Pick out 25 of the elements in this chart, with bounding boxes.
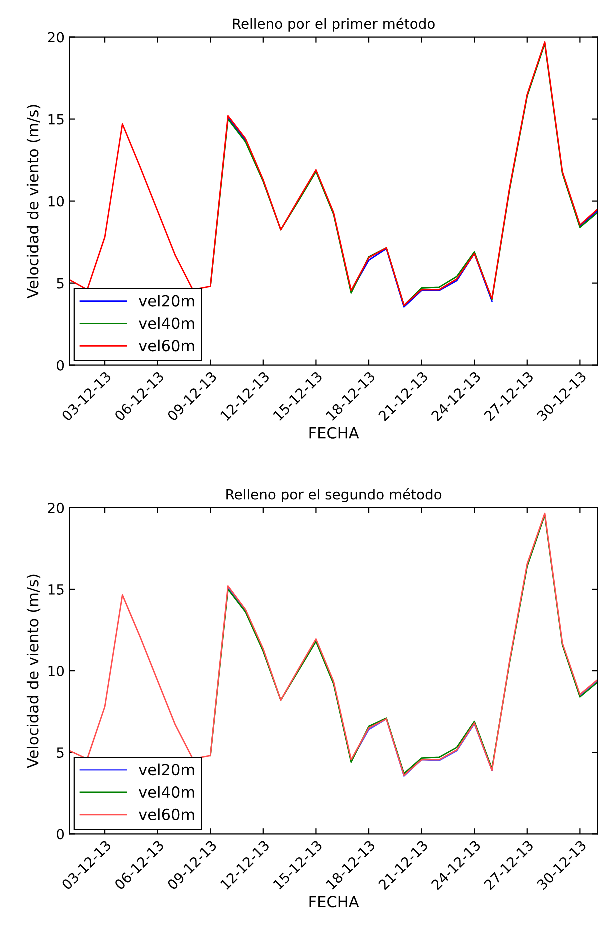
legend-label: vel40m — [139, 317, 194, 330]
x-axis-title: FECHA — [310, 427, 360, 439]
y-tick-label: 15 — [48, 584, 64, 595]
line-series — [70, 42, 598, 306]
y-tick-label: 0 — [57, 360, 64, 371]
y-axis-title: Velocidad de viento (m/s) — [26, 105, 41, 299]
y-tick-label: 5 — [57, 278, 64, 289]
y-tick-label: 5 — [57, 748, 64, 758]
y-tick-label: 15 — [48, 114, 64, 125]
line-series — [210, 514, 598, 774]
y-tick-label: 10 — [48, 666, 64, 677]
legend-label: vel60m — [139, 808, 194, 820]
legend-label: vel40m — [139, 786, 194, 798]
legend-label: vel20m — [139, 764, 194, 776]
y-tick-label: 10 — [48, 196, 64, 207]
legend-label: vel20m — [139, 295, 194, 307]
legend-label: vel60m — [139, 340, 194, 352]
y-tick-label: 0 — [57, 829, 64, 840]
line-series — [70, 512, 598, 776]
y-tick-label: 20 — [48, 32, 64, 43]
x-axis-title: FECHA — [310, 896, 360, 908]
chart-title: Relleno por el segundo método — [226, 488, 442, 502]
chart-title: Relleno por el primer método — [233, 18, 435, 32]
y-axis-title: Velocidad de viento (m/s) — [26, 574, 41, 768]
y-tick-label: 20 — [48, 502, 64, 514]
